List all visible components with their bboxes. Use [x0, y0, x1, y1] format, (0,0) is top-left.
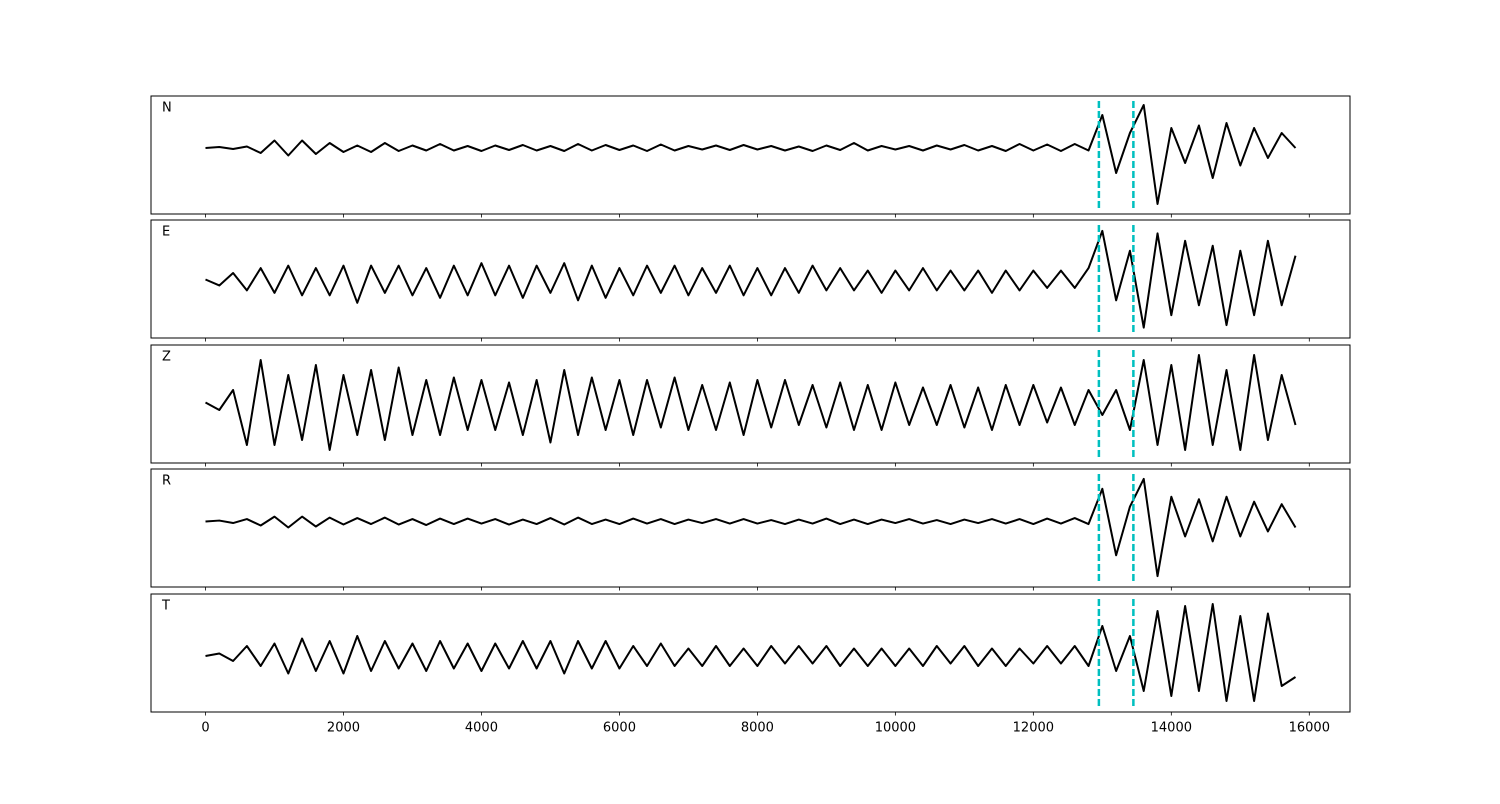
x-tick-label: 14000: [1151, 721, 1192, 736]
x-tick-label: 10000: [875, 721, 916, 736]
panel-frame: [150, 95, 1351, 215]
x-tick-label: 6000: [603, 721, 636, 736]
panel-frame: [150, 468, 1351, 588]
trace: [205, 354, 1297, 451]
panel-label: Z: [162, 350, 171, 365]
x-tick-label: 0: [201, 721, 209, 736]
trace: [205, 477, 1297, 578]
trace: [205, 603, 1297, 702]
panel-frame: [150, 593, 1351, 713]
panel-label: E: [162, 225, 170, 240]
x-tick-label: 12000: [1013, 721, 1054, 736]
x-tick-label: 2000: [327, 721, 360, 736]
x-tick-label: 16000: [1289, 721, 1330, 736]
trace: [205, 104, 1297, 205]
panel-frame: [150, 219, 1351, 339]
trace: [205, 229, 1297, 329]
x-tick-label: 8000: [741, 721, 774, 736]
panel-label: T: [161, 599, 170, 614]
panel-label: R: [162, 474, 171, 489]
panel-label: N: [162, 101, 172, 116]
panel-frame: [150, 344, 1351, 464]
x-tick-label: 4000: [465, 721, 498, 736]
